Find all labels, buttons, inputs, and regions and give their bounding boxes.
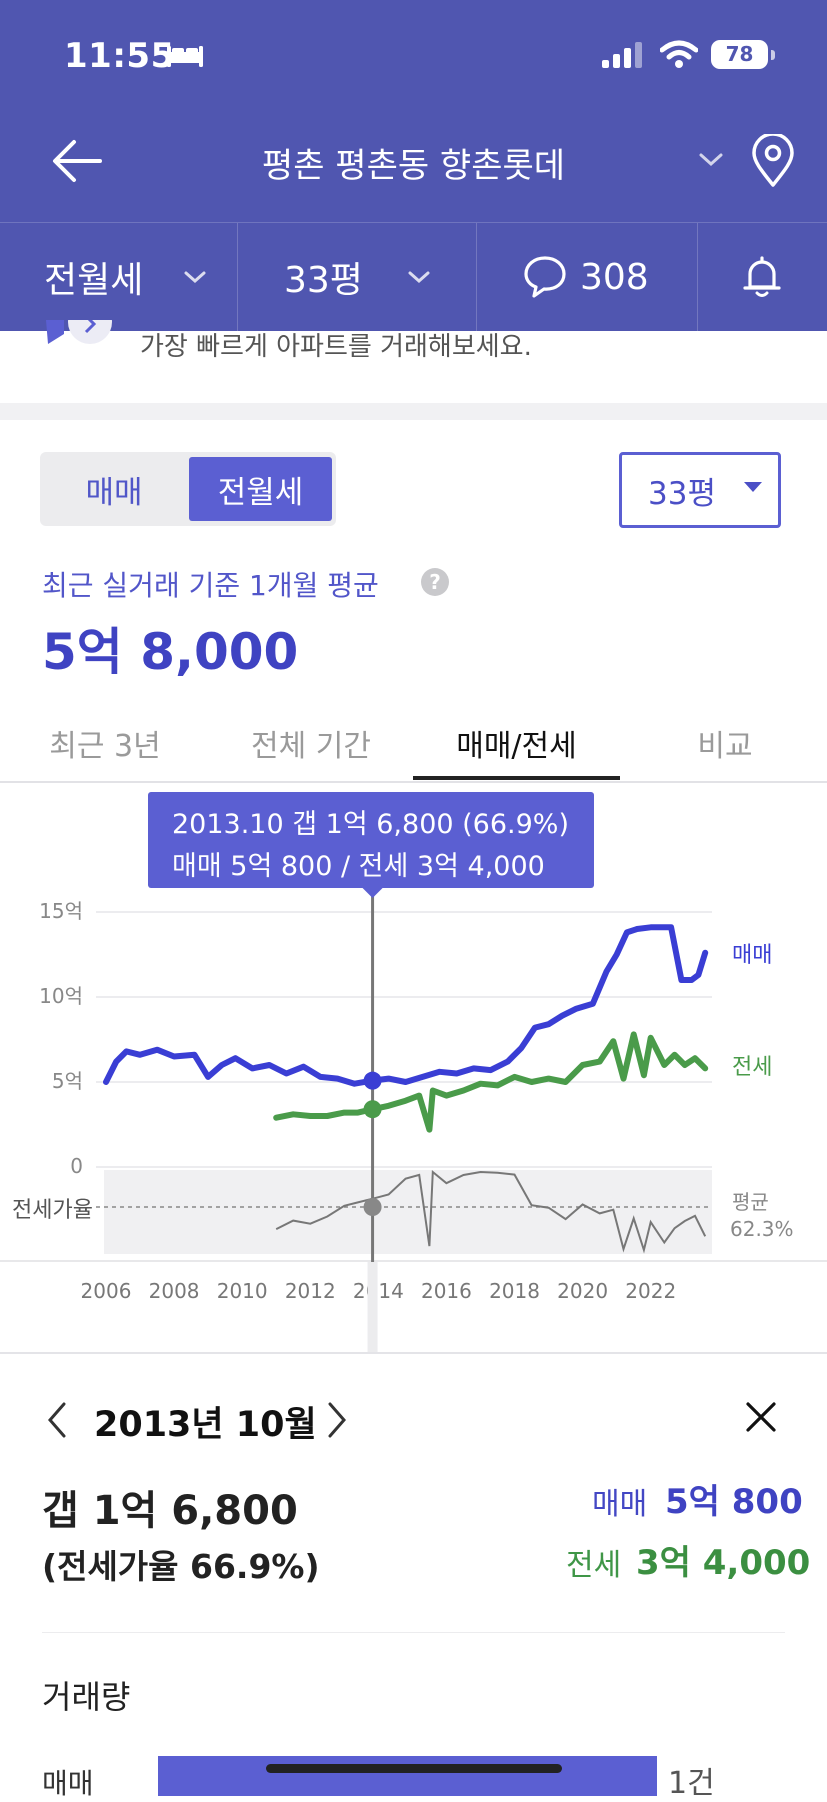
subnav-separator — [237, 223, 238, 331]
size-label: 33평 — [284, 260, 363, 301]
x-tick-label: 2020 — [557, 1279, 608, 1303]
subnav-separator — [697, 223, 698, 331]
chart-cursor — [362, 888, 383, 1352]
ratio-panel-bg — [104, 1170, 712, 1254]
ratio-marker — [363, 1198, 382, 1216]
chevron-down-icon — [184, 271, 206, 284]
wifi-icon — [659, 40, 699, 72]
tab-compare[interactable]: 비교 — [697, 729, 753, 764]
help-icon[interactable]: ? — [421, 568, 449, 596]
chevron-down-icon — [408, 271, 430, 284]
deal-type-label: 전월세 — [44, 260, 144, 301]
chart-tooltip: 2013.10 갭 1억 6,800 (66.9%) 매매 5억 800 / 전… — [148, 792, 594, 888]
average-price: 5억 8,000 — [42, 623, 299, 681]
x-axis-ticks: 2006 2008 2010 2012 2014 2016 2018 2020 2022 — [0, 1260, 827, 1303]
bell-icon — [743, 256, 781, 297]
location-pin-icon[interactable] — [750, 132, 796, 192]
tooltip-gap: 2013.10 갭 1억 6,800 (66.9%) — [172, 809, 569, 840]
y-tick-label: 0 — [70, 1154, 83, 1178]
status-time: 11:55 — [64, 36, 175, 76]
page-title[interactable]: 평촌 평촌동 향촌롯데 — [261, 146, 566, 186]
gap-value: 갭 1억 6,800 — [42, 1488, 298, 1534]
chat-bubble-icon — [524, 256, 566, 298]
detail-divider — [42, 1632, 785, 1633]
size-select[interactable]: 33평 — [619, 452, 781, 528]
x-tick-label: 2022 — [625, 1279, 676, 1303]
x-tick-label: 2012 — [285, 1279, 336, 1303]
toggle-rent[interactable]: 전월세 — [189, 457, 332, 521]
rent-marker — [363, 1100, 382, 1119]
cursor-track — [367, 1262, 378, 1352]
alert-button[interactable] — [742, 223, 792, 331]
deal-type-dropdown[interactable]: 전월세 — [44, 223, 234, 331]
active-tab-indicator — [413, 776, 620, 780]
y-axis-ticks: 15억 10억 5억 0 — [39, 899, 83, 1178]
back-arrow-icon[interactable] — [50, 136, 104, 186]
volume-sale-bar — [158, 1756, 657, 1796]
signal-icon — [602, 42, 644, 72]
x-tick-label: 2016 — [421, 1279, 472, 1303]
sale-marker — [363, 1071, 382, 1090]
x-tick-label: 2006 — [81, 1279, 132, 1303]
volume-sale-label: 매매 — [42, 1767, 94, 1800]
x-tick-label: 2018 — [489, 1279, 540, 1303]
legend-sale: 매매 — [732, 943, 772, 968]
legend-rent: 전세 — [732, 1055, 772, 1080]
notice-text[interactable]: 가장 빠르게 아파트를 거래해보세요. — [140, 332, 532, 362]
chevron-down-icon[interactable] — [698, 152, 724, 172]
rent-price-value: 3억 4,000 — [636, 1543, 811, 1583]
comment-count: 308 — [580, 256, 649, 298]
ratio-panel: 전세가율 평균 62.3% — [12, 1169, 794, 1254]
ratio-average-label: 평균 — [732, 1190, 769, 1214]
toggle-sale[interactable]: 매매 — [85, 474, 143, 511]
sale-price-label: 매매 — [592, 1487, 648, 1522]
bed-icon — [166, 44, 204, 72]
x-tick-label: 2014 — [353, 1279, 404, 1303]
battery-indicator: 78 — [711, 40, 768, 69]
ratio-line — [275, 1169, 707, 1254]
volume-title: 거래량 — [42, 1678, 131, 1716]
tooltip-prices: 매매 5억 800 / 전세 3억 4,000 — [172, 851, 545, 882]
ratio-average-value: 62.3% — [730, 1217, 794, 1241]
detail-date: 2013년 10월 — [94, 1405, 317, 1445]
x-tick-label: 2008 — [149, 1279, 200, 1303]
notice-icon — [46, 300, 118, 354]
sale-price-value: 5억 800 — [665, 1482, 803, 1522]
y-tick-label: 10억 — [39, 984, 83, 1008]
tab-recent-3y[interactable]: 최근 3년 — [49, 729, 161, 764]
comments-button[interactable]: 308 — [522, 223, 672, 331]
battery-tip — [771, 50, 775, 60]
close-icon[interactable] — [744, 1400, 778, 1438]
tab-sale-rent[interactable]: 매매/전세 — [456, 729, 577, 764]
chart-series — [103, 924, 709, 1133]
section-spacer — [0, 403, 827, 420]
deal-type-toggle: 매매 전월세 — [40, 452, 336, 526]
tabs-divider — [0, 781, 827, 783]
x-tick-label: 2010 — [217, 1279, 268, 1303]
size-select-value: 33평 — [648, 475, 716, 512]
header-divider — [0, 222, 827, 223]
tab-all-period[interactable]: 전체 기간 — [251, 729, 371, 764]
ratio-label: 전세가율 — [12, 1198, 93, 1223]
chevron-left-icon[interactable] — [44, 1400, 70, 1444]
rent-series-line — [273, 1031, 709, 1133]
home-indicator — [266, 1764, 562, 1773]
average-label: 최근 실거래 기준 1개월 평균 — [42, 569, 379, 602]
chevron-right-icon[interactable] — [324, 1400, 350, 1444]
subnav-separator — [476, 223, 477, 331]
status-bar: 11:55 78 — [0, 0, 827, 110]
rent-ratio-value: (전세가율 66.9%) — [42, 1547, 320, 1586]
size-dropdown[interactable]: 33평 — [284, 223, 454, 331]
y-tick-label: 15억 — [39, 899, 83, 923]
section-divider — [0, 1352, 827, 1354]
caret-down-icon — [744, 482, 762, 492]
y-tick-label: 5억 — [52, 1069, 83, 1093]
rent-price-label: 전세 — [566, 1548, 622, 1583]
tooltip-pointer — [362, 888, 383, 898]
volume-sale-count: 1건 — [668, 1766, 715, 1801]
top-bar: 11:55 78 — [0, 0, 827, 331]
sale-series-line — [103, 924, 709, 1087]
